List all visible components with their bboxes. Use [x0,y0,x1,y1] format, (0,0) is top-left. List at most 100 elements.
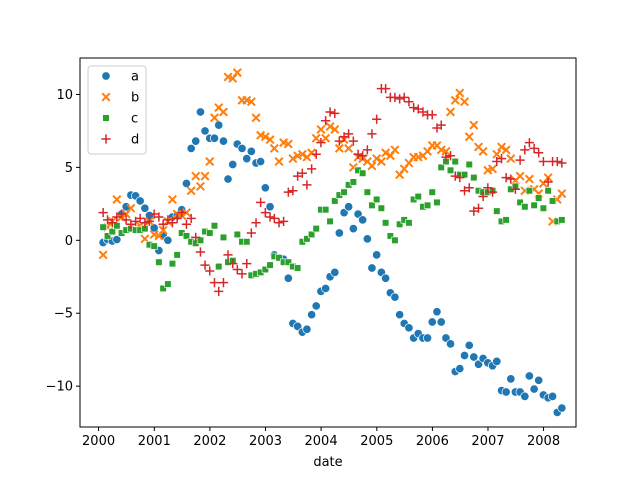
data-point-d [362,145,372,155]
data-point-b [283,139,293,149]
data-point-d [154,212,164,222]
data-point-d [307,164,317,174]
data-point-d [413,104,423,114]
data-point-c [516,198,524,206]
data-point-c [233,230,241,239]
data-point-d [218,278,229,288]
data-point-a [436,317,446,327]
data-point-b [488,164,498,174]
data-point-c [159,284,167,293]
data-point-a [432,307,442,317]
data-point-c [173,251,181,259]
data-point-c [386,232,394,240]
data-point-d [279,216,289,226]
data-point-b [209,113,219,123]
data-point-d [297,168,307,178]
data-point-d [469,206,479,216]
data-point-b [288,154,298,164]
data-point-d [390,92,400,102]
data-point-a [112,235,122,245]
data-point-c [215,262,223,271]
legend-label-a: a [131,70,139,85]
data-point-b [191,171,201,181]
data-point-d [140,218,150,228]
data-point-c [103,232,112,240]
data-point-a [186,143,196,153]
data-point-a [547,391,558,401]
data-point-c [373,195,381,204]
data-point-c [363,188,371,196]
data-point-c [108,227,116,236]
data-point-d [543,177,553,187]
data-point-c [502,216,510,224]
data-point-a [427,317,437,327]
data-point-c [451,157,459,166]
data-point-b [441,146,451,156]
data-point-d [344,129,354,139]
data-point-c [155,258,163,266]
data-point-d [191,232,201,242]
data-point-d [501,172,511,183]
data-point-c [168,260,177,268]
data-point-a [334,228,344,238]
data-point-a [381,273,391,283]
data-point-d [496,154,507,164]
data-point-c [243,238,251,246]
data-point-b [98,250,108,260]
data-point-d [126,219,136,229]
data-point-d [144,216,155,226]
data-point-d [112,212,122,222]
data-point-d [242,259,252,269]
data-point-b [195,181,205,191]
data-point-a [256,157,266,167]
data-point-d [441,152,451,162]
data-point-c [308,230,316,239]
data-point-b [297,149,307,159]
legend-label-b: b [131,91,139,106]
data-point-d [399,92,409,102]
data-point-c [368,201,376,209]
data-point-d [172,213,182,224]
data-point-a [344,202,354,212]
data-point-d [223,250,233,260]
data-point-b [126,203,136,213]
data-point-c [99,223,107,231]
data-point-c [437,163,445,171]
data-point-c [266,261,274,269]
data-point-b [330,124,340,134]
data-point-b [492,149,502,159]
data-point-a [283,273,293,283]
data-point-d [409,102,419,113]
y-tick-label: 5 [65,161,73,176]
data-point-b [167,194,177,204]
data-point-d [358,151,368,161]
data-point-b [307,148,317,158]
x-tick-label: 2008 [527,434,560,449]
data-point-d [427,110,437,120]
data-point-d [445,151,456,161]
data-point-a [293,321,303,331]
legend-label-d: d [131,133,139,148]
data-point-b [469,120,479,130]
data-point-c [182,232,191,240]
data-point-b [316,124,326,134]
data-point-c [284,258,292,266]
data-point-a [228,159,238,170]
data-point-d [232,264,242,275]
data-point-a [149,223,159,233]
x-tick-label: 2003 [249,434,282,449]
data-point-b [446,107,456,117]
data-point-a [404,323,414,333]
data-point-d [205,266,215,276]
data-point-d [353,149,363,159]
data-point-b [311,133,321,143]
data-point-c [544,187,552,195]
data-point-d [404,97,414,107]
data-point-c [303,235,311,243]
data-point-a [464,340,474,350]
data-point-d [246,228,256,238]
data-point-a [469,352,479,362]
data-point-b [321,133,331,143]
data-point-c [326,217,334,225]
